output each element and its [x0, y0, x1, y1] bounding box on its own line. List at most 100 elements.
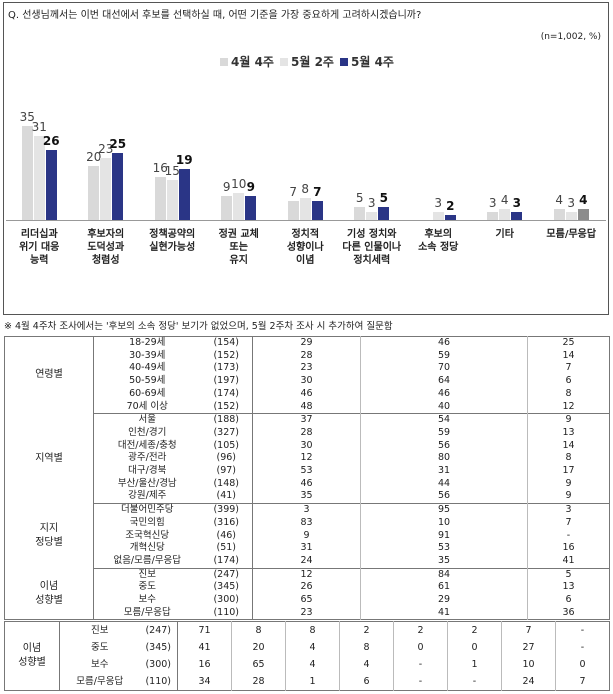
cell: 7: [565, 516, 572, 528]
crosstab: 연령별 18-29세 (154) 29 46 25 30-39세 (152) 28 59 14 40-…: [4, 336, 610, 621]
cell: 8: [339, 639, 394, 656]
bar: [577, 209, 589, 220]
row-label: 보수: [91, 659, 109, 670]
row-label: 보수: [138, 594, 156, 606]
x-tick-label: 모름/무응답: [546, 229, 597, 240]
footnote: ※ 4월 4주차 조사에서는 '후보의 소속 정당' 보기가 없었으며, 5월 …: [4, 321, 393, 332]
cell: 53: [360, 542, 528, 555]
row-label: 50-59세: [129, 375, 166, 387]
cell: 64: [360, 375, 528, 388]
bar: [299, 198, 311, 220]
row-label: 인천/경기: [128, 426, 167, 438]
cell: 30: [252, 375, 361, 388]
cell: 25: [562, 337, 575, 348]
sample-size: (174): [200, 387, 253, 401]
cell: 3: [527, 503, 610, 517]
row-label: 중도: [138, 581, 156, 593]
bar: [487, 211, 499, 220]
cell: 23: [252, 606, 361, 620]
cell: 12: [562, 400, 575, 412]
bar: [366, 211, 378, 220]
value-label: 20: [86, 150, 102, 164]
cell: 2: [447, 621, 502, 639]
cell: 8: [565, 387, 572, 399]
row-label: 60-69세: [129, 387, 166, 399]
cell: 71: [177, 621, 232, 639]
sample-size: (327): [200, 426, 253, 440]
bar: [432, 211, 444, 220]
cell: 7: [501, 621, 556, 639]
x-tick-label: 기타: [495, 229, 514, 240]
bar: [287, 201, 299, 220]
x-tick-label: 정치적 성향이나 이념: [286, 229, 324, 266]
table-row: 이념 성향별 진보 (247) 71 8 8 2 2 2 7-: [4, 621, 610, 691]
value-label: 16: [152, 160, 168, 175]
bar: [499, 209, 511, 220]
legend-label: 4월 4주: [231, 55, 274, 69]
cell: 9: [565, 490, 572, 502]
value-label: 5: [355, 190, 364, 205]
cell: 37: [252, 413, 361, 427]
table-row: 60-69세 (174) 46 46 8: [5, 387, 610, 401]
sample-size: (152): [200, 349, 253, 363]
cell: 10: [360, 516, 528, 530]
table-row: 인천/경기 (327) 28 59 13: [5, 426, 610, 440]
value-label: 23: [98, 141, 114, 156]
group-label: 지역별: [4, 413, 94, 504]
table-row: 없음/모름/무응답 (174) 24 35 41: [5, 554, 610, 569]
row-label: 대전/세종/충청: [117, 439, 177, 451]
cell: 61: [360, 581, 528, 595]
row-label: 진보: [93, 567, 201, 582]
value-label: 26: [42, 133, 60, 148]
sample-size: (41): [200, 490, 253, 504]
cell: 6: [339, 673, 394, 691]
cell: 41: [562, 554, 575, 566]
sample-size: (97): [200, 465, 253, 478]
sample-size: (105): [200, 439, 253, 453]
cell: 0: [447, 639, 502, 656]
bar: [88, 166, 100, 220]
value-label: 25: [109, 136, 127, 151]
table-row: 국민의힘 (316) 83 10 7: [5, 516, 610, 530]
sample-size: (148): [200, 477, 253, 491]
value-label: 19: [175, 152, 193, 167]
cell: 28: [231, 673, 286, 691]
value-label: 8: [301, 182, 310, 197]
table-row: 지지 정당별 더불어민주당 (399) 3 95 3: [4, 503, 610, 569]
cell: 59: [360, 349, 528, 363]
table-row: 보수 (300) 16 65 4 4-1 10 0: [5, 656, 610, 673]
bar: [166, 179, 178, 220]
cell: 8: [565, 452, 572, 464]
cell: 2: [393, 621, 448, 639]
cell: 23: [252, 362, 361, 376]
cell: 31: [252, 542, 361, 555]
value-label: 5: [379, 190, 388, 205]
bar: [354, 206, 366, 220]
table-row: 개혁신당 (51) 31 53 16: [5, 542, 610, 555]
sample-size: (300): [139, 656, 178, 673]
value-label: 9: [246, 179, 255, 194]
bar: [553, 209, 565, 220]
value-label: 3: [434, 195, 443, 210]
cell: 4: [339, 656, 394, 673]
x-tick-label: 후보자의 도덕성과 청렴성: [87, 229, 125, 266]
cell: 16: [177, 656, 232, 673]
table-row: 연령별 18-29세 (154) 29 46 25: [4, 336, 610, 414]
row-label: 70세 이상: [126, 400, 168, 412]
bar: [444, 214, 456, 220]
cell: 29: [360, 594, 528, 607]
row-label: 개혁신당: [129, 542, 165, 554]
sample-size: (152): [200, 400, 253, 414]
row-label: 서울: [93, 413, 201, 427]
cell: 46: [252, 387, 361, 401]
cell: 27: [501, 639, 556, 656]
group-label: 이념 성향별: [4, 621, 60, 691]
bar: [233, 193, 245, 220]
cell: 46: [360, 336, 528, 350]
value-label: 35: [19, 109, 35, 124]
value-label: 4: [500, 193, 509, 208]
row-label: 중도: [91, 642, 109, 653]
cell: 9: [565, 477, 572, 489]
cell: 9: [527, 413, 610, 427]
value-label: 3: [567, 195, 576, 210]
